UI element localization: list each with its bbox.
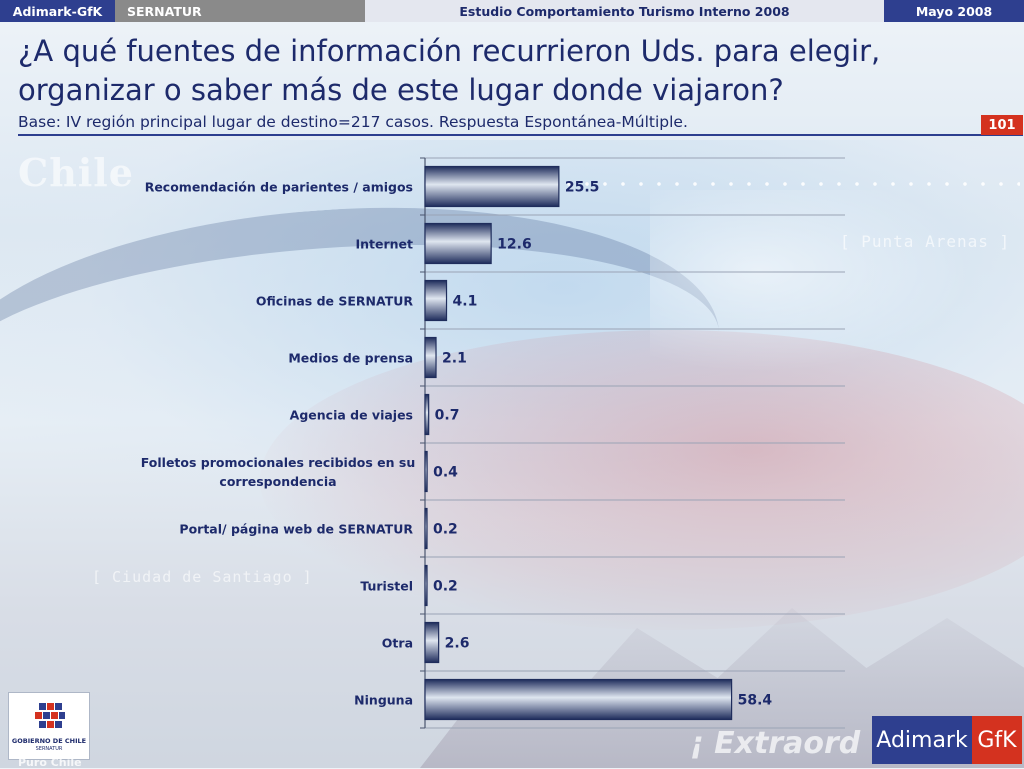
category-label: correspondencia [219,474,336,489]
background-ciudad-text: [ Ciudad de Santiago ] [92,568,313,586]
header-study: Estudio Comportamiento Turismo Interno 2… [365,0,884,22]
value-label: 2.1 [442,351,467,367]
category-label: Internet [355,237,413,252]
bar-2 [424,222,492,265]
adimark-logo-text: Adimark [872,716,972,764]
background-chile-text: Chile [18,150,134,195]
category-label: Ninguna [354,693,413,708]
header-date: Mayo 2008 [884,0,1024,22]
header-company: Adimark-GfK [0,0,115,22]
value-label: 12.6 [497,237,532,253]
chart-labels: 25.5 Recomendación de parientes / amigos 1… [141,180,773,709]
bar-4 [424,336,437,379]
background-snowy-trees [650,190,1010,390]
chart-gridlines [425,157,845,729]
slide-title: ¿A qué fuentes de información recurriero… [18,34,881,107]
bar-6 [424,450,428,493]
background-extraordinario-text: ¡ Extraord [690,726,861,761]
puro-chile-text: Puro Chile [18,756,82,769]
bar-8 [424,564,428,607]
bar-9 [424,621,440,664]
bar-3 [424,279,448,322]
page-number-badge: 101 [981,115,1023,135]
background-dotted-line [560,180,1020,188]
value-label: 4.1 [453,294,478,310]
category-label: Medios de prensa [288,351,413,366]
value-label: 0.2 [433,522,458,538]
sernatur-text: SERNATUR [35,746,63,752]
bar-1 [424,165,560,208]
value-label: 0.7 [435,408,460,424]
header-client: SERNATUR [115,0,365,22]
category-label: Agencia de viajes [290,408,413,423]
category-label: Folletos promocionales recibidos en su [141,455,415,470]
gobierno-de-chile-logo: GOBIERNO DE CHILE SERNATUR [8,692,90,760]
category-label: Turistel [360,579,413,594]
chart-axis [420,157,426,729]
bar-5 [424,393,430,436]
gfk-logo-text: GfK [972,716,1022,764]
value-label: 0.2 [433,579,458,595]
bar-7 [424,507,428,550]
header-bar: Adimark-GfK SERNATUR Estudio Comportamie… [0,0,1024,22]
category-label: Otra [382,636,413,651]
base-note: Base: IV región principal lugar de desti… [18,113,688,131]
bar-10 [424,678,733,721]
category-label: Portal/ página web de SERNATUR [179,522,413,537]
value-label: 0.4 [433,465,458,481]
value-label: 2.6 [445,636,470,652]
value-label: 58.4 [738,693,773,709]
bar-chart: 25.5 Recomendación de parientes / amigos 1… [141,157,845,729]
background-punta-arenas-text: [ Punta Arenas ] [840,232,1011,251]
category-label: Recomendación de parientes / amigos [145,180,413,195]
sernatur-emblem-icon [35,703,65,728]
value-label: 25.5 [565,180,600,196]
category-label: Oficinas de SERNATUR [256,294,413,309]
chart-bars [424,165,733,721]
title-divider [18,134,1023,136]
adimark-gfk-logo: Adimark GfK [872,716,1022,764]
gobierno-text: GOBIERNO DE CHILE [11,737,87,745]
